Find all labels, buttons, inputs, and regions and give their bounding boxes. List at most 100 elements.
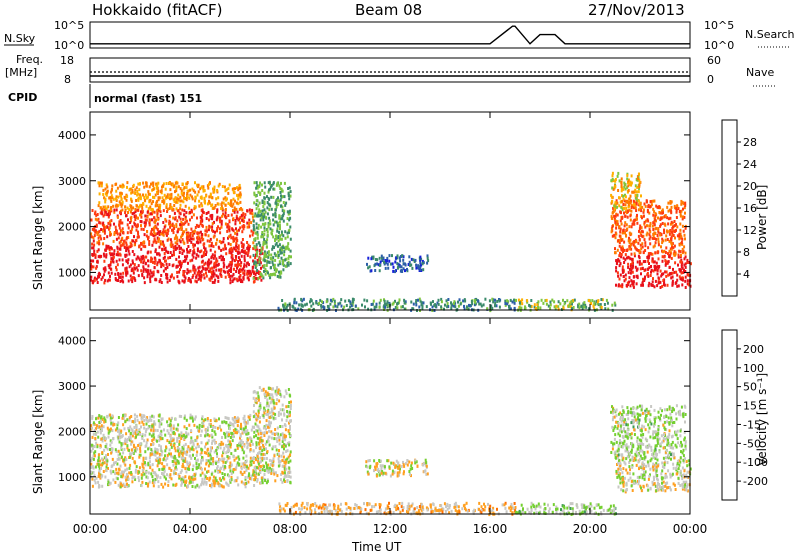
echo-cell [174,181,177,185]
echo-cell [397,262,400,266]
echo-cell [617,258,620,262]
echo-cell [185,427,188,431]
echo-cell [661,211,664,215]
echo-cell [549,303,552,307]
echo-cell [129,435,132,439]
echo-cell [176,437,179,441]
echo-cell [511,300,514,304]
echo-cell [161,450,164,454]
echo-cell [256,258,259,262]
echo-cell [629,243,632,247]
echo-cell [683,206,686,210]
echo-cell [196,232,199,235]
echo-cell [224,196,227,200]
echo-cell [96,430,99,434]
echo-cell [134,431,137,435]
echo-cell [641,235,644,239]
echo-cell [204,467,206,471]
echo-cell [244,213,247,217]
echo-cell [201,456,203,459]
echo-cell [284,230,287,234]
echo-cell [151,439,154,443]
echo-cell [216,210,219,214]
echo-cell [185,470,188,474]
echo-cell [140,224,142,228]
echo-cell [127,246,130,250]
echo-cell [158,456,161,460]
echo-cell [639,243,642,247]
echo-cell [533,305,536,309]
echo-cell [657,240,660,244]
echo-cell [259,251,262,255]
echo-cell [216,452,218,456]
echo-cell [419,268,422,272]
echo-cell [255,277,258,280]
echo-cell [120,204,123,208]
echo-cell [150,443,152,447]
echo-cell [613,207,616,211]
echo-cell [652,269,655,273]
echo-cell [676,205,679,209]
echo-cell [132,271,135,275]
echo-cell [90,465,93,469]
echo-cell [621,199,624,203]
echo-cell [142,193,144,197]
echo-cell [219,424,221,428]
echo-cell [275,205,278,209]
echo-cell [97,181,100,185]
echo-cell [126,482,128,486]
echo-cell [175,225,178,229]
echo-cell [118,258,121,262]
echo-cell [258,214,261,218]
echo-cell [255,261,258,265]
echo-cell [163,193,166,197]
echo-cell [174,472,177,475]
echo-cell [620,222,623,226]
echo-cell [340,304,343,308]
echo-cell [164,246,167,250]
echo-cell [142,244,145,248]
echo-cell [498,305,501,309]
echo-cell [240,207,242,210]
echo-cell [657,229,660,232]
echo-cell [209,424,212,428]
echo-cell [624,187,627,191]
echo-cell [205,271,207,275]
echo-cell [272,187,275,191]
echo-cell [216,263,219,267]
echo-cell [144,430,147,434]
echo-cell [217,276,220,280]
echo-cell [629,201,632,205]
echo-cell [163,475,166,479]
echo-cell [615,199,618,203]
echo-cell [220,222,223,226]
echo-cell [244,249,247,253]
echo-cell [136,418,139,422]
echo-cell [188,206,191,210]
echo-cell [675,210,678,214]
echo-cell [415,266,418,270]
echo-cell [131,259,134,263]
echo-cell [224,416,227,420]
echo-cell [637,249,640,252]
echo-cell [209,446,212,450]
echo-cell [140,484,143,488]
echo-cell [103,196,106,200]
echo-cell [378,305,381,309]
echo-cell [114,472,117,476]
echo-cell [381,256,383,260]
echo-cell [659,286,662,289]
echo-cell [204,475,207,479]
echo-cell [212,457,215,460]
echo-cell [242,250,245,254]
echo-cell [174,200,177,204]
echo-cell [286,235,289,239]
echo-cell [681,215,684,219]
echo-cell [613,301,616,305]
echo-cell [284,264,287,268]
echo-cell [227,483,230,487]
echo-cell [166,456,169,460]
echo-cell [354,304,357,308]
echo-cell [155,241,158,245]
echo-cell [237,264,239,268]
